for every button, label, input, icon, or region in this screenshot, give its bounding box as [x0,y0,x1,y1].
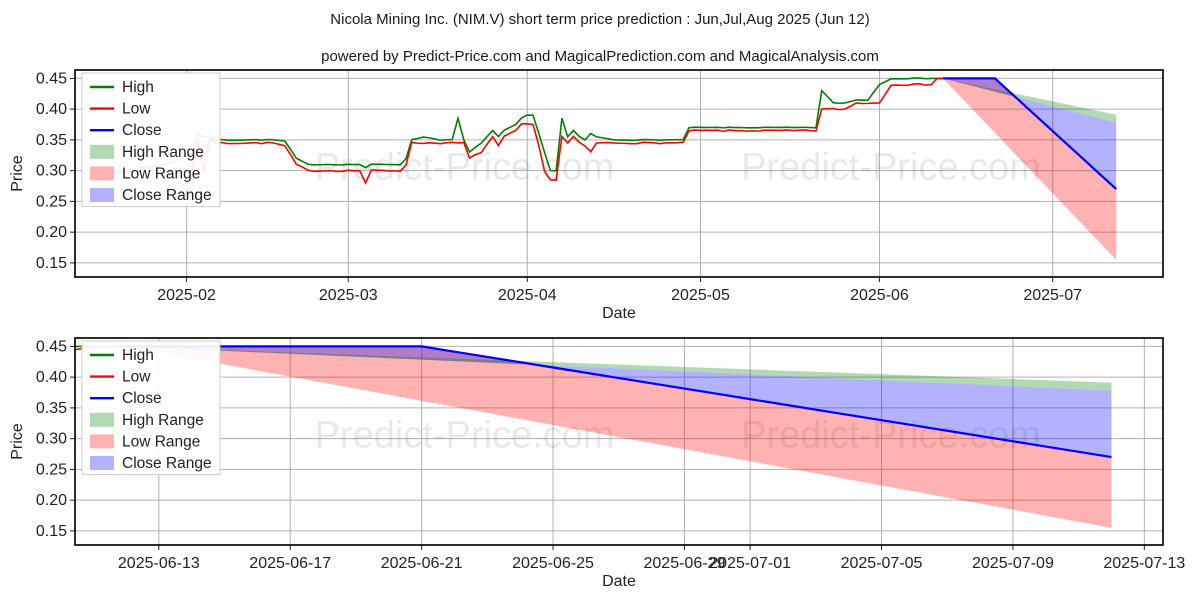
svg-text:Price: Price [9,423,26,460]
svg-text:0.45: 0.45 [36,70,67,87]
svg-text:0.15: 0.15 [36,523,67,540]
svg-text:Close Range: Close Range [122,455,212,472]
svg-text:Price: Price [9,155,26,192]
svg-text:2025-07-01: 2025-07-01 [709,555,791,572]
svg-text:0.20: 0.20 [36,492,67,509]
svg-text:Close Range: Close Range [122,187,212,204]
svg-text:0.15: 0.15 [36,255,67,272]
svg-text:0.40: 0.40 [36,369,67,386]
svg-text:Low: Low [122,369,151,386]
svg-text:2025-03: 2025-03 [319,287,378,304]
svg-text:0.45: 0.45 [36,338,67,355]
svg-text:0.35: 0.35 [36,132,67,149]
svg-text:0.35: 0.35 [36,400,67,417]
svg-text:0.25: 0.25 [36,461,67,478]
svg-text:2025-07-13: 2025-07-13 [1103,555,1185,572]
svg-text:Low: Low [122,101,151,118]
svg-text:0.30: 0.30 [36,431,67,448]
svg-text:Date: Date [602,573,636,590]
svg-text:Close: Close [122,122,162,139]
svg-text:2025-04: 2025-04 [498,287,557,304]
svg-text:0.25: 0.25 [36,193,67,210]
svg-text:0.30: 0.30 [36,163,67,180]
svg-text:High Range: High Range [122,412,204,429]
svg-text:Low Range: Low Range [122,165,200,182]
svg-text:2025-02: 2025-02 [157,287,216,304]
svg-text:High Range: High Range [122,144,204,161]
svg-text:2025-06: 2025-06 [850,287,909,304]
svg-text:0.40: 0.40 [36,101,67,118]
svg-text:2025-07-09: 2025-07-09 [972,555,1054,572]
svg-text:2025-05: 2025-05 [671,287,730,304]
svg-text:2025-07: 2025-07 [1023,287,1082,304]
svg-text:2025-06-21: 2025-06-21 [381,555,463,572]
svg-text:Date: Date [602,305,636,322]
svg-text:Predict-Price.com: Predict-Price.com [315,147,615,189]
svg-text:2025-06-17: 2025-06-17 [249,555,331,572]
svg-text:2025-06-13: 2025-06-13 [118,555,200,572]
svg-text:Predict-Price.com: Predict-Price.com [741,147,1041,189]
svg-text:Low Range: Low Range [122,433,200,450]
svg-text:High: High [122,79,154,96]
svg-text:2025-06-25: 2025-06-25 [512,555,594,572]
svg-text:0.20: 0.20 [36,224,67,241]
svg-text:Close: Close [122,390,162,407]
svg-text:High: High [122,347,154,364]
svg-text:2025-07-05: 2025-07-05 [841,555,923,572]
